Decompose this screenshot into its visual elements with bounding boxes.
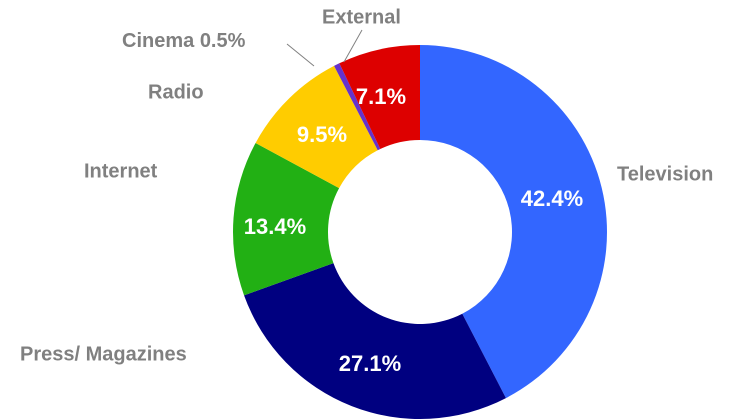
value-label: 0.5% <box>200 30 246 52</box>
category-label: Press/ Magazines <box>20 343 187 365</box>
donut-slice <box>420 45 608 399</box>
category-label: Radio <box>148 81 204 103</box>
category-label: Internet <box>84 160 158 182</box>
value-label: 13.4% <box>244 214 306 239</box>
donut-slice <box>244 263 506 419</box>
value-label: 7.1% <box>356 84 406 109</box>
category-label: Cinema 0.5% <box>122 30 246 52</box>
donut-slice <box>255 65 378 189</box>
category-label: External <box>322 6 401 28</box>
donut-slice <box>339 45 420 150</box>
leader-line <box>343 29 363 63</box>
leader-line <box>286 43 315 67</box>
value-label: 42.4% <box>521 186 583 211</box>
value-label: 27.1% <box>339 351 401 376</box>
category-name: Cinema <box>122 30 195 52</box>
donut-slice <box>334 63 381 151</box>
value-label: 9.5% <box>297 122 347 147</box>
donut-slice <box>233 142 340 296</box>
category-label: Television <box>617 163 713 185</box>
